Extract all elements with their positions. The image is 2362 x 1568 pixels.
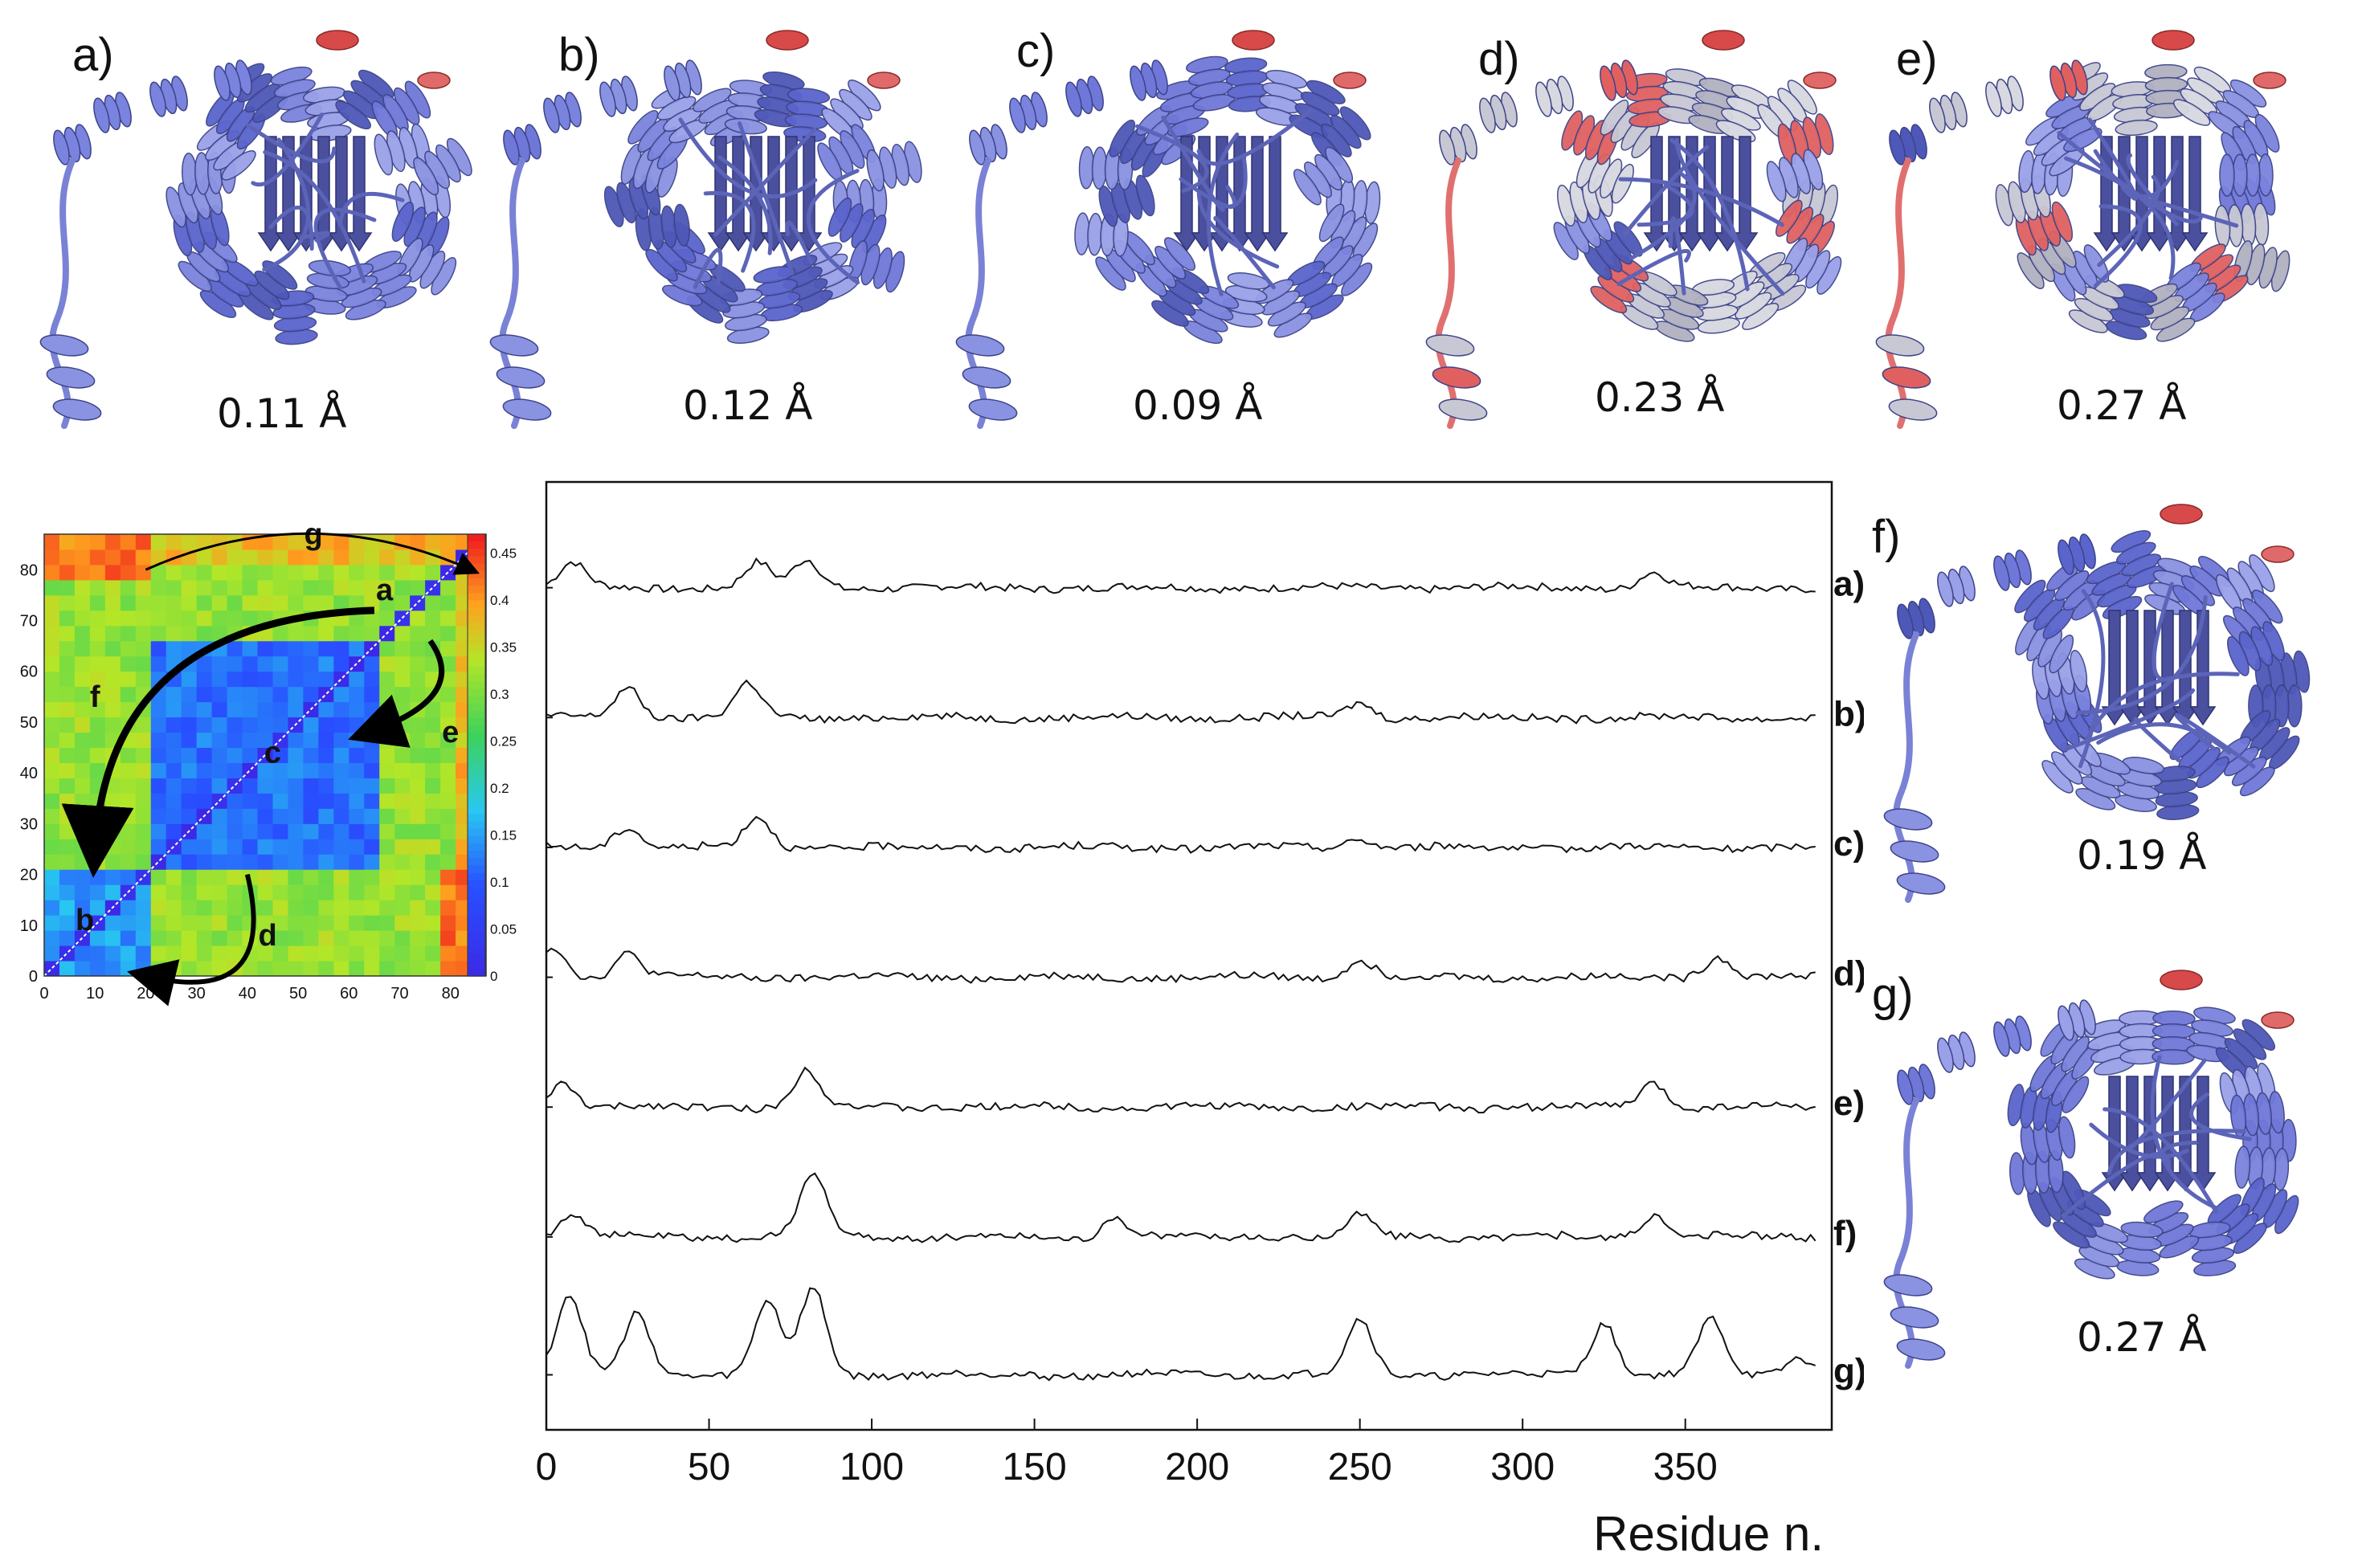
trace-label: c) <box>1833 824 1864 864</box>
colorbar-tick: 0.25 <box>490 733 517 749</box>
structure-label: d) <box>1478 33 1520 85</box>
trace-label: d) <box>1833 954 1864 994</box>
matrix-x-tick: 0 <box>39 985 48 1002</box>
protein-structure-render <box>1883 504 2311 903</box>
matrix-x-tick: 70 <box>390 985 408 1002</box>
matrix-annotation-d: d <box>259 919 277 953</box>
x-tick-label: 150 <box>1003 1446 1067 1488</box>
matrix-x-tick: 80 <box>442 985 460 1002</box>
matrix-y-tick: 10 <box>20 917 38 935</box>
colorbar-tick: 0.3 <box>490 687 509 702</box>
rmsd-value: 0.27 Å <box>2077 1314 2207 1361</box>
profile-line-g <box>546 1287 1816 1382</box>
colorbar-tick: 0.4 <box>490 593 509 608</box>
structure-label: g) <box>1872 969 1914 1021</box>
rmsd-value: 0.27 Å <box>2057 382 2187 429</box>
matrix-y-tick: 60 <box>20 664 38 681</box>
x-axis-label: Residue n. <box>1593 1507 1824 1561</box>
x-tick-label: 300 <box>1490 1446 1555 1488</box>
fluctuation-profile-chart: a) b) c) d) e) f) g) 0 50 100 150 200 250 300 350 Resid… <box>536 480 1864 1561</box>
matrix-x-tick: 50 <box>289 985 307 1002</box>
rmsd-value: 0.11 Å <box>217 390 347 437</box>
structure-label: b) <box>558 29 600 81</box>
rmsd-value: 0.23 Å <box>1595 374 1725 421</box>
trace-label: f) <box>1833 1214 1857 1253</box>
matrix-y-tick: 40 <box>20 765 38 782</box>
matrix-y-tick: 50 <box>20 714 38 732</box>
matrix-x-tick: 40 <box>239 985 256 1002</box>
matrix-x-tick: 60 <box>340 985 358 1002</box>
profile-line-e <box>546 1066 1816 1114</box>
profile-line-b <box>546 679 1816 725</box>
structure-label: a) <box>72 29 114 81</box>
rmsd-value: 0.12 Å <box>683 382 813 429</box>
correlation-matrix: 001010202030304040505060607070808000.050… <box>20 518 517 1007</box>
matrix-annotation-b: b <box>76 904 94 937</box>
x-tick-label: 100 <box>840 1446 904 1488</box>
trace-label: g) <box>1833 1352 1864 1391</box>
structure-label: c) <box>1016 25 1056 77</box>
colorbar-tick: 0.2 <box>490 781 509 796</box>
protein-structure-render <box>1425 30 1842 429</box>
colorbar-tick: 0.05 <box>490 921 517 937</box>
matrix-annotation-a: a <box>376 574 394 607</box>
x-tick-label: 0 <box>536 1446 558 1488</box>
trace-label: a) <box>1833 565 1864 604</box>
x-tick-label: 350 <box>1653 1446 1718 1488</box>
colorbar-tick: 0 <box>490 969 497 984</box>
colorbar-tick: 0.1 <box>490 875 509 890</box>
profile-frame <box>545 480 1833 1431</box>
profile-line-d <box>546 947 1816 984</box>
matrix-x-tick: 30 <box>188 985 206 1002</box>
colorbar <box>467 533 486 977</box>
rmsd-value: 0.19 Å <box>2077 832 2207 879</box>
rmsd-value: 0.09 Å <box>1133 382 1263 429</box>
protein-structure-render <box>489 30 922 429</box>
matrix-y-tick: 70 <box>20 612 38 630</box>
colorbar-tick: 0.15 <box>490 827 517 843</box>
matrix-x-tick: 20 <box>137 985 154 1002</box>
matrix-annotation-c: c <box>264 736 281 770</box>
matrix-annotation-e: e <box>442 716 459 749</box>
x-tick-label: 250 <box>1328 1446 1392 1488</box>
protein-structure-render <box>39 30 472 429</box>
protein-structure-render <box>1883 970 2299 1369</box>
matrix-annotation-f: f <box>90 680 100 714</box>
matrix-y-tick: 80 <box>20 561 38 579</box>
structure-label: f) <box>1872 511 1901 563</box>
profile-line-f <box>546 1172 1816 1243</box>
matrix-y-tick: 30 <box>20 815 38 833</box>
protein-structure-render <box>1875 30 2290 429</box>
colorbar-tick: 0.45 <box>490 545 517 561</box>
matrix-y-tick: 0 <box>29 968 38 986</box>
matrix-y-tick: 20 <box>20 867 38 884</box>
colorbar-tick: 0.35 <box>490 639 517 655</box>
x-tick-label: 200 <box>1165 1446 1229 1488</box>
profile-line-c <box>546 815 1816 854</box>
profile-line-a <box>546 557 1816 594</box>
matrix-arrows <box>61 532 480 1007</box>
structure-label: e) <box>1896 33 1938 85</box>
trace-label: b) <box>1833 694 1864 733</box>
protein-structure-render <box>955 30 1381 429</box>
matrix-x-tick: 10 <box>86 985 104 1002</box>
trace-label: e) <box>1833 1084 1864 1123</box>
x-tick-label: 50 <box>688 1446 730 1488</box>
